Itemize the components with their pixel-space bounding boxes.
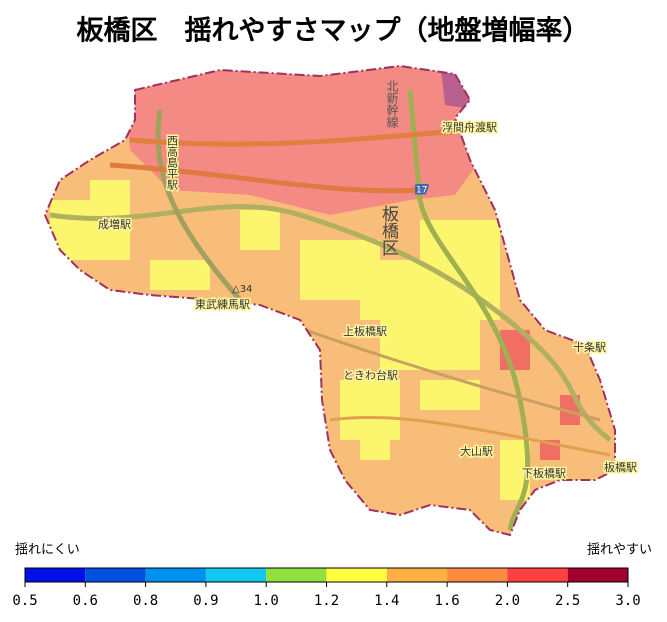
title: 板橋区 揺れやすさマップ（地盤増幅率） bbox=[77, 15, 590, 47]
colorbar-segment bbox=[567, 568, 628, 582]
colorbar-segment bbox=[205, 568, 267, 582]
station-label: 大山駅 bbox=[460, 444, 493, 458]
colorbar-tick-label: 2.0 bbox=[495, 593, 520, 609]
colorbar-tick-label: 2.5 bbox=[555, 593, 580, 609]
colorbar-tick-label: 1.2 bbox=[314, 593, 339, 609]
station-label: 浮間舟渡駅 bbox=[442, 120, 497, 134]
colorbar-tick-label: 0.8 bbox=[133, 593, 158, 609]
station-label: 十条駅 bbox=[573, 340, 606, 354]
station-label: ときわ台駅 bbox=[343, 368, 398, 382]
colorbar-segment bbox=[145, 568, 206, 582]
colorbar-tick-label: 0.6 bbox=[73, 593, 98, 609]
colorbar-segment bbox=[85, 568, 146, 582]
road-number: 17 bbox=[416, 186, 427, 196]
colorbar-tick-label: 0.9 bbox=[193, 593, 218, 609]
rail-label: 北新幹線 bbox=[385, 80, 399, 128]
colorbar-segment bbox=[266, 568, 327, 582]
colorbar-tick-label: 3.0 bbox=[615, 593, 640, 609]
station-label: 成増駅 bbox=[98, 218, 131, 231]
station-label: 板橋駅 bbox=[604, 460, 637, 474]
legend-low-label: 揺れにくい bbox=[15, 543, 80, 558]
colorbar-tick-label: 0.5 bbox=[12, 593, 37, 609]
legend-high-label: 揺れやすい bbox=[587, 543, 652, 558]
district-label: 板橋区 bbox=[378, 205, 399, 256]
road-number: △34 bbox=[232, 284, 252, 295]
colorbar-segment bbox=[507, 568, 568, 582]
station-label: 東武練馬駅 bbox=[195, 297, 250, 311]
colorbar-tick-label: 1.6 bbox=[434, 593, 459, 609]
station-label: 下板橋駅 bbox=[522, 466, 566, 480]
colorbar-tick-label: 1.0 bbox=[254, 593, 279, 609]
station-label: 西高島平駅 bbox=[166, 135, 179, 191]
station-label: 上板橋駅 bbox=[343, 324, 387, 338]
colorbar-segment bbox=[386, 568, 448, 582]
colorbar-segment bbox=[447, 568, 508, 582]
colorbar-segment bbox=[326, 568, 387, 582]
colorbar-segment bbox=[25, 568, 86, 582]
colorbar-tick-label: 1.4 bbox=[374, 593, 399, 609]
